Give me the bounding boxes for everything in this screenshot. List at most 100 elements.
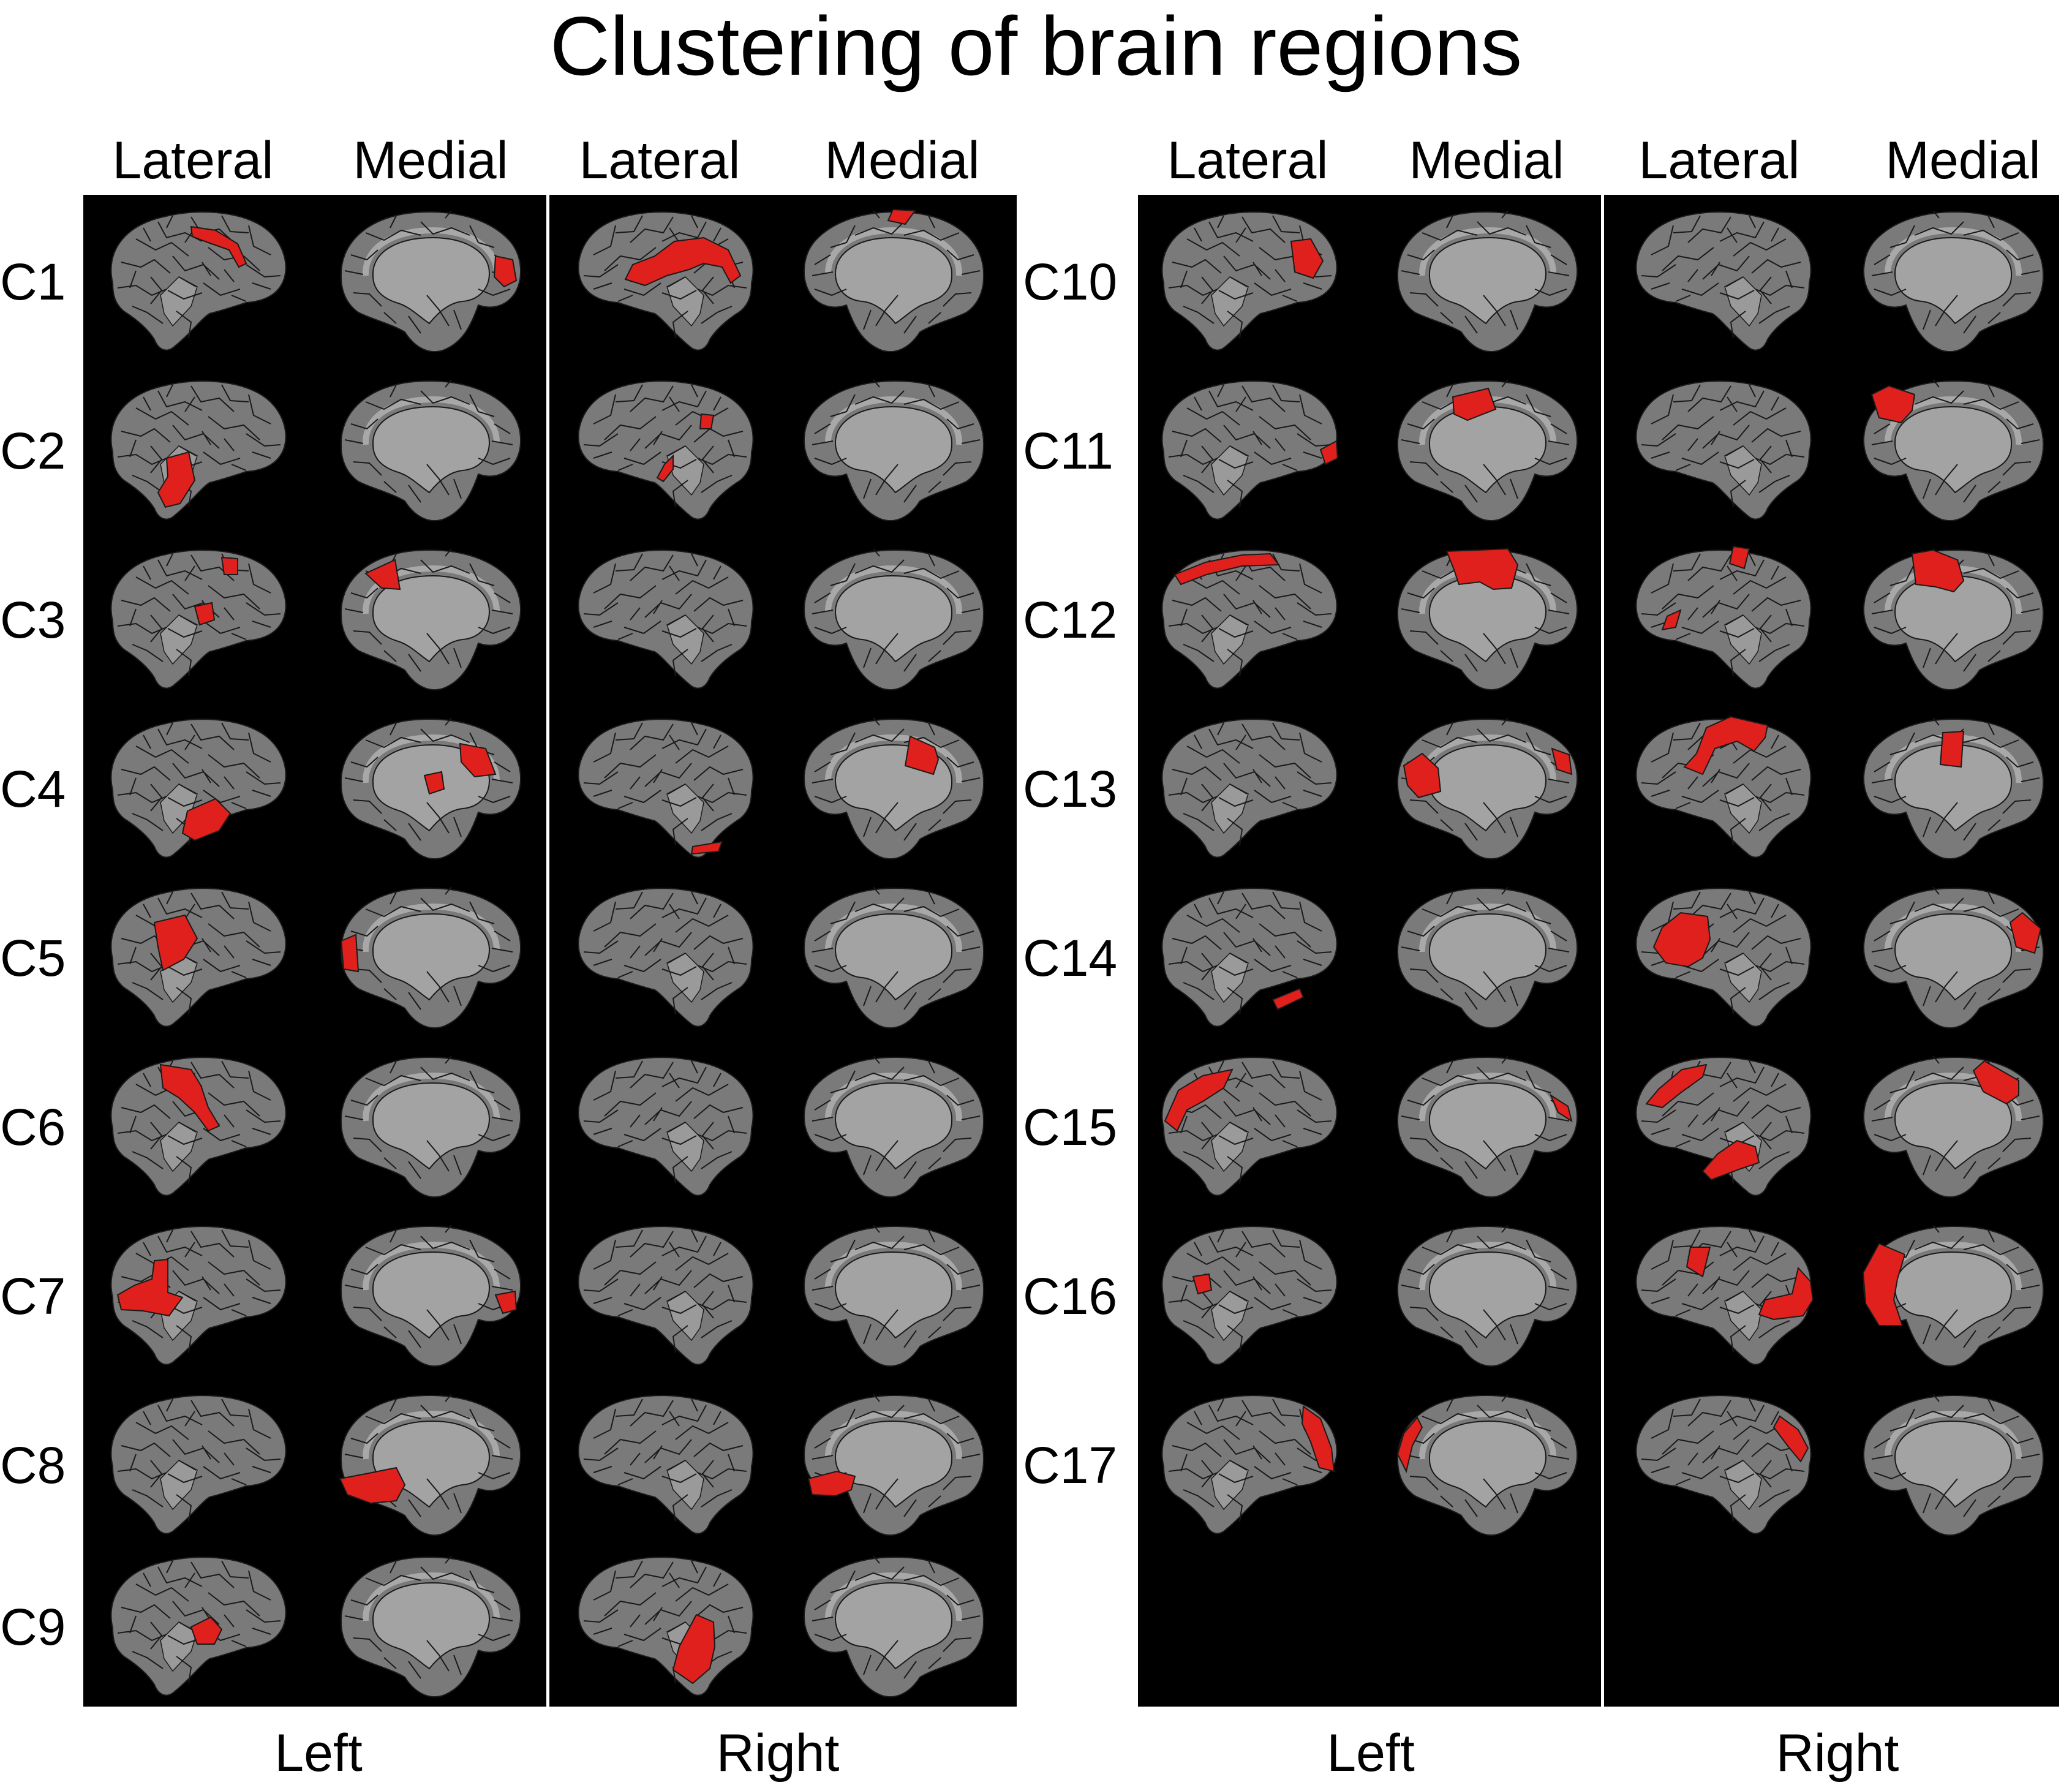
parcel-boundary	[1681, 1128, 1719, 1142]
parcel-boundary	[445, 1555, 452, 1564]
parcel-boundary	[453, 986, 462, 1006]
parcel-boundary	[221, 1229, 249, 1248]
parcel-boundary	[1526, 394, 1551, 417]
parcel-boundary	[1889, 901, 1915, 924]
parcel-boundary	[691, 722, 698, 736]
parcel-boundary	[1673, 891, 1701, 910]
parcel-boundary	[903, 1330, 917, 1348]
parcel-boundary	[668, 1291, 686, 1302]
parcel-boundary	[1217, 1229, 1224, 1243]
parcel-boundary	[132, 644, 164, 662]
medial-wall	[372, 1582, 491, 1670]
cingulate-band	[362, 565, 500, 614]
parcel-boundary	[390, 384, 397, 398]
parcel-boundary	[593, 732, 616, 763]
parcel-boundary	[1510, 1155, 1518, 1176]
highlighted-region	[1174, 553, 1280, 586]
parcel-boundary	[252, 790, 271, 797]
parcel-boundary	[2021, 270, 2040, 275]
parcel-boundary	[426, 1140, 450, 1172]
parcel-boundary	[1299, 1070, 1322, 1101]
parcel-boundary	[1785, 439, 1793, 458]
highlighted-region	[153, 914, 198, 972]
parcel-boundary	[1407, 1264, 1435, 1275]
parcel-boundary	[1201, 614, 1214, 643]
parcel-boundary	[1550, 254, 1567, 265]
parcel-boundary	[1963, 736, 2019, 749]
parcel-boundary	[1675, 295, 1691, 302]
parcel-boundary	[1223, 1270, 1271, 1294]
parcel-boundary	[630, 1452, 641, 1466]
parcel-boundary	[1227, 1325, 1243, 1353]
parcel-boundary	[1183, 1151, 1215, 1169]
parcel-boundary	[1446, 1060, 1453, 1074]
parcel-boundary	[1218, 459, 1254, 469]
parcel-boundary	[1201, 276, 1214, 304]
parcel-boundary	[1687, 554, 1731, 581]
parcel-boundary	[221, 215, 249, 233]
parcel-boundary	[353, 292, 382, 307]
parcel-boundary	[830, 901, 856, 924]
brain-surface-c3-left-medial	[340, 548, 521, 690]
parcel-boundary	[672, 1156, 688, 1184]
parcel-boundary	[1235, 565, 1246, 581]
parcel-boundary	[478, 627, 511, 635]
parcel-boundary	[176, 1494, 192, 1522]
parcel-boundary	[812, 948, 834, 953]
parcel-boundary	[224, 1614, 235, 1628]
parcel-boundary	[903, 567, 960, 579]
parcel-boundary	[961, 270, 981, 275]
parcel-boundary	[903, 229, 960, 241]
medial-wall	[834, 913, 953, 1001]
parcel-boundary	[701, 1122, 714, 1150]
parcel-boundary	[1464, 485, 1478, 503]
parcel-boundary	[1548, 1117, 1570, 1122]
parcel-boundary	[1407, 587, 1435, 599]
parcel-boundary	[190, 892, 235, 919]
parcel-boundary	[203, 1466, 241, 1480]
parcel-boundary	[1727, 227, 1738, 243]
hemisphere-label-left-1: Left	[274, 1724, 363, 1783]
parcel-boundary	[1510, 1493, 1518, 1514]
medial-wall	[1428, 1420, 1547, 1508]
parcel-boundary	[875, 802, 898, 834]
parcel-boundary	[1477, 1405, 1527, 1419]
parcel-boundary	[1963, 905, 2019, 918]
parcel-boundary	[1759, 953, 1772, 981]
parcel-boundary	[1749, 215, 1756, 228]
parcel-boundary	[693, 428, 744, 443]
parcel-boundary	[1534, 458, 1567, 466]
parcel-boundary	[928, 1060, 935, 1074]
parcel-boundary	[669, 565, 680, 581]
parcel-boundary	[1548, 609, 1570, 614]
parcel-boundary	[593, 1628, 612, 1635]
parcel-boundary	[1241, 1400, 1286, 1427]
parcel-boundary	[1254, 790, 1292, 804]
parcel-boundary	[1725, 445, 1744, 456]
parcel-boundary	[946, 926, 974, 937]
parcel-boundary	[691, 1229, 698, 1243]
parcel-boundary	[1303, 1128, 1322, 1135]
highlighted-region	[690, 840, 723, 855]
brain-surface-c1-left-medial	[340, 210, 521, 352]
parcel-boundary	[830, 394, 856, 417]
parcel-boundary	[184, 734, 195, 750]
parcel-boundary	[365, 1413, 421, 1425]
parcel-boundary	[615, 1398, 643, 1417]
brain-surface-c13-left-lateral	[1161, 719, 1338, 858]
parcel-boundary	[701, 475, 733, 493]
parcel-boundary	[903, 315, 917, 334]
parcel-boundary	[1785, 946, 1793, 965]
cluster-label-c4: C4	[0, 760, 66, 818]
parcel-boundary	[691, 384, 698, 398]
brain-surface-c1-left-lateral	[110, 211, 287, 351]
cortex-surface	[578, 1395, 754, 1534]
parcel-boundary	[903, 992, 917, 1010]
highlighted-region	[1870, 385, 1916, 424]
cortex-surface	[1161, 549, 1338, 689]
highlighted-region	[181, 798, 232, 842]
parcel-boundary	[420, 728, 470, 743]
parcel-boundary	[383, 650, 397, 662]
parcel-boundary	[630, 892, 674, 919]
parcel-boundary	[1186, 1422, 1240, 1440]
